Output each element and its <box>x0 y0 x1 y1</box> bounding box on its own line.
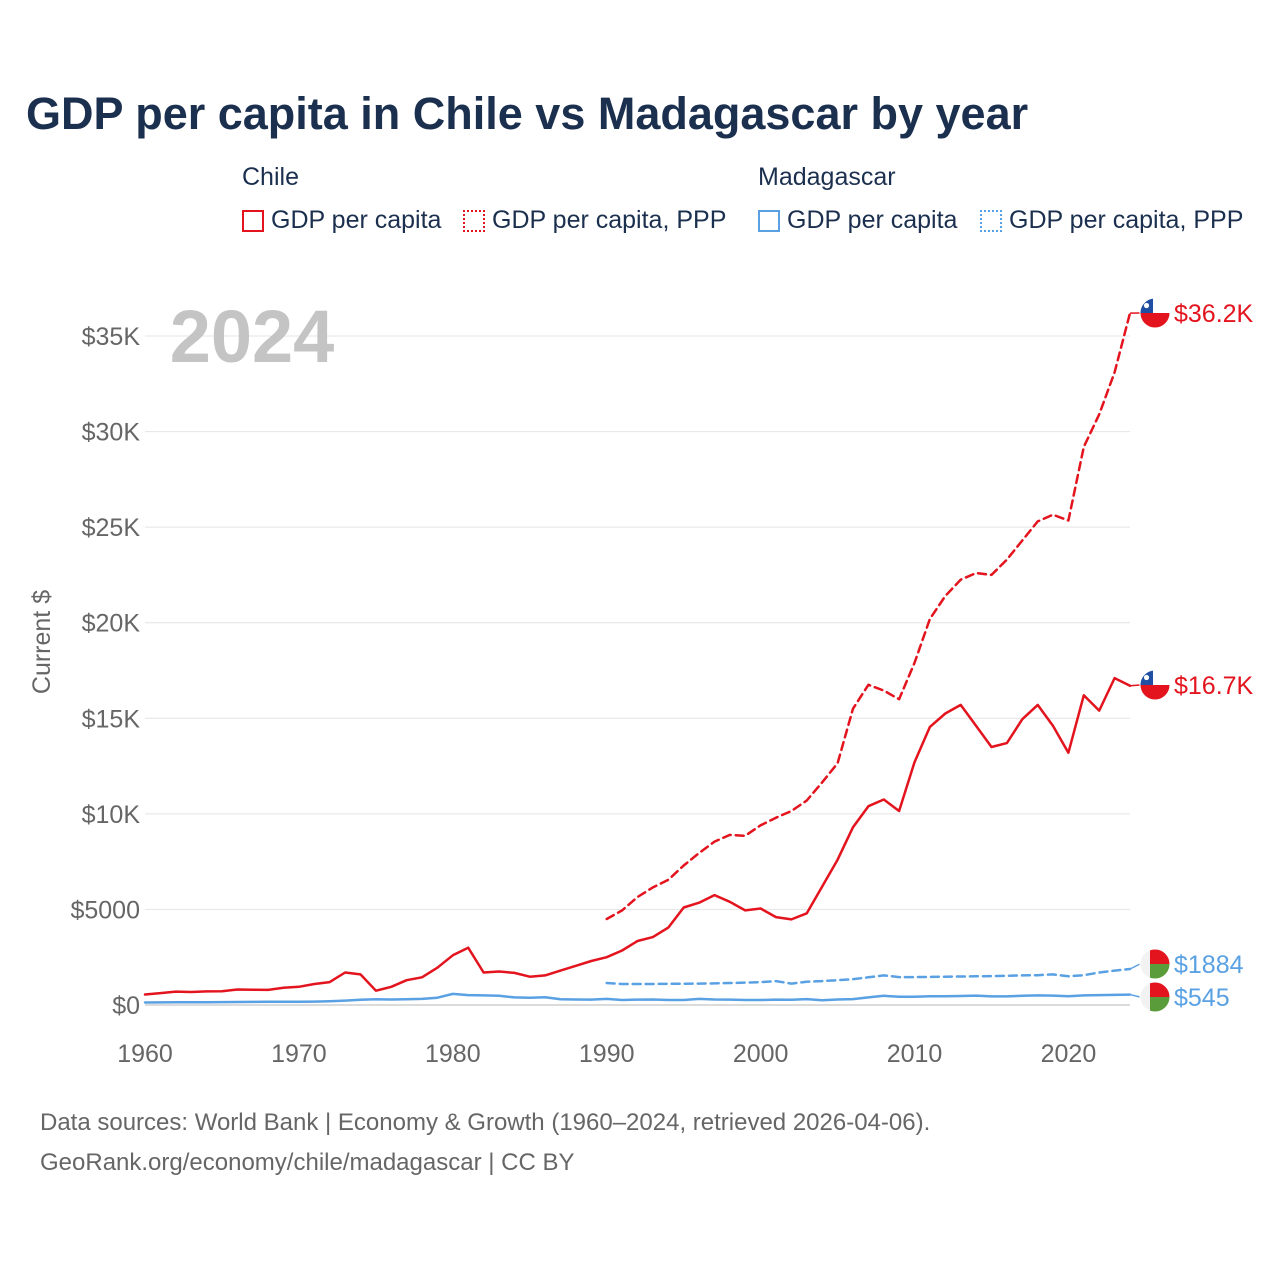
legend-chile-gdp-ppp[interactable]: GDP per capita, PPP <box>463 206 726 235</box>
series-line-3 <box>605 967 1132 986</box>
legend-label: GDP per capita, PPP <box>1009 206 1244 234</box>
x-tick-label: 1990 <box>579 1040 635 1068</box>
flag-red-band <box>1140 685 1170 700</box>
legend-chile-gdp[interactable]: GDP per capita <box>242 206 441 235</box>
legend-madagascar-gdp-ppp[interactable]: GDP per capita, PPP <box>980 206 1243 235</box>
footer-sources: Data sources: World Bank | Economy & Gro… <box>40 1109 931 1136</box>
axes: $0 $5000 $10K $15K $20K $25K $30K $35K 1960 1970 1… <box>70 323 1130 1068</box>
y-tick-label: $10K <box>82 801 141 829</box>
x-tick-label: 1970 <box>271 1040 327 1068</box>
legend-swatch-solid-red <box>242 209 264 232</box>
flag-star-icon <box>1143 302 1150 309</box>
footer-link: GeoRank.org/economy/chile/madagascar | C… <box>40 1149 575 1176</box>
flag-connector <box>1129 684 1141 687</box>
legend-swatch-solid-blue <box>758 209 780 232</box>
chart-title: GDP per capita in Chile vs Madagascar by… <box>26 88 1029 139</box>
y-axis-title: Current $ <box>28 590 56 694</box>
series-line-1 <box>605 311 1132 921</box>
series-end-label: $545 <box>1174 984 1230 1012</box>
y-tick-label: $30K <box>82 419 141 447</box>
flag-connector <box>1129 963 1141 970</box>
legend-label: GDP per capita, PPP <box>492 206 727 234</box>
legend-swatch-dotted-red <box>463 209 485 232</box>
legend-swatch-dotted-blue <box>980 209 1002 232</box>
series-end-label: $1884 <box>1174 951 1244 979</box>
flag-connector <box>1129 993 1141 998</box>
flag-outline <box>1139 948 1171 980</box>
chile-flag-icon <box>1140 670 1170 700</box>
madagascar-flag-icon <box>1140 949 1170 979</box>
year-watermark: 2024 <box>170 295 335 378</box>
legend-group-madagascar: Madagascar <box>758 163 896 191</box>
x-tick-label: 2000 <box>733 1040 789 1068</box>
flag-outline <box>1139 297 1171 329</box>
x-tick-label: 2010 <box>887 1040 943 1068</box>
y-tick-label: $35K <box>82 323 141 351</box>
flag-star-icon <box>1143 674 1150 681</box>
flag-red-band <box>1140 313 1170 328</box>
flag-white-band <box>1140 949 1150 979</box>
flag-outline <box>1139 981 1171 1013</box>
series-line-2 <box>143 992 1132 1004</box>
end-labels: $36.2K $16.7K $1884 $545 <box>1174 300 1254 1012</box>
series-line-0 <box>143 676 1132 996</box>
flag-green-band <box>1150 997 1155 1012</box>
end-flags <box>1129 297 1171 1013</box>
flag-green-band <box>1150 964 1155 979</box>
y-tick-label: $15K <box>82 705 141 733</box>
flag-white-band <box>1140 982 1150 1012</box>
series-end-label: $36.2K <box>1174 300 1254 328</box>
series-end-label: $16.7K <box>1174 672 1254 700</box>
series-lines <box>143 311 1132 1004</box>
legend-label: GDP per capita <box>271 206 442 234</box>
x-tick-label: 1960 <box>117 1040 173 1068</box>
y-tick-label: $0 <box>112 992 140 1020</box>
y-tick-label: $25K <box>82 514 141 542</box>
y-tick-label: $20K <box>82 610 141 638</box>
x-tick-label: 2020 <box>1041 1040 1097 1068</box>
flag-outline <box>1139 669 1171 701</box>
x-tick-label: 1980 <box>425 1040 481 1068</box>
y-tick-label: $5000 <box>70 896 140 924</box>
legend-madagascar-gdp[interactable]: GDP per capita <box>758 206 957 235</box>
legend-group-chile: Chile <box>242 163 299 191</box>
legend-label: GDP per capita <box>787 206 958 234</box>
grid-lines <box>145 335 1130 910</box>
